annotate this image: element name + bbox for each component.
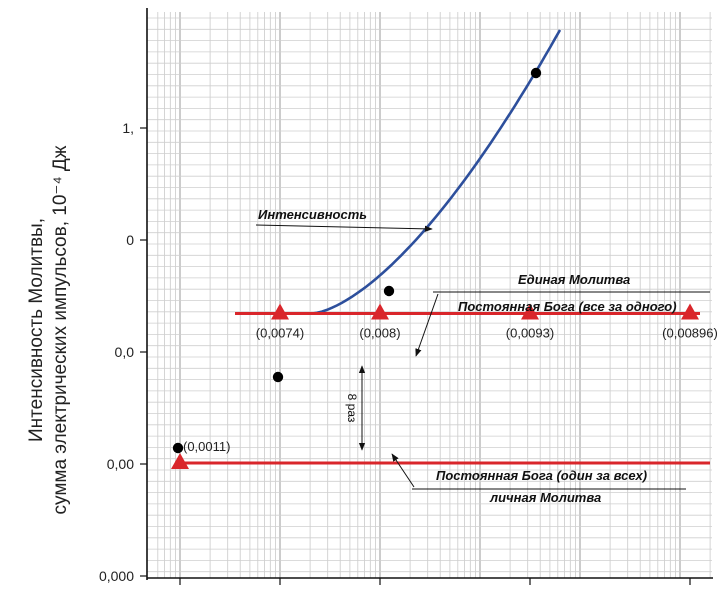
marker-layer — [171, 67, 699, 469]
point-label: (0,0093) — [506, 326, 554, 341]
grid — [147, 12, 712, 578]
annotation-ratio: 8 раз — [345, 394, 359, 423]
annotation-upper-line-1: Единая Молитва — [518, 272, 630, 287]
y-tick-label: 0,000 — [99, 568, 134, 584]
y-tick-label: 0,0 — [115, 344, 135, 360]
point-label: (0,0011) — [183, 439, 230, 454]
y-axis-label-line-1: Интенсивность Молитвы, — [26, 218, 47, 442]
y-tick-label: 1, — [122, 120, 134, 136]
annotation-intensity: Интенсивность — [258, 207, 367, 222]
y-tick-label: 0,00 — [107, 456, 134, 472]
constant-marker — [271, 303, 289, 320]
point-label: (0,0074) — [256, 326, 304, 341]
intensity-point — [172, 442, 184, 454]
annotation-lower-arrow — [391, 453, 415, 488]
series-layer — [175, 29, 710, 465]
intensity-point — [383, 285, 395, 297]
constant-marker — [371, 303, 389, 320]
y-tick-label: 0 — [126, 232, 134, 248]
point-label: (0,008) — [359, 326, 400, 341]
y-ticks: 1, 0 0,0 0,00 0,000 — [99, 120, 147, 584]
annotation-upper-line-2: Постоянная Бога (все за одного) — [458, 299, 677, 314]
intensity-point — [272, 371, 284, 383]
annotation-lower-line-1: Постоянная Бога (один за всех) — [436, 468, 647, 483]
constant-marker — [521, 303, 539, 320]
annotation-intensity-arrow — [255, 224, 433, 233]
annotation-upper-arrow — [415, 293, 439, 357]
constant-marker — [171, 453, 189, 469]
x-ticks — [179, 578, 691, 585]
point-label: (0,00896) — [662, 326, 718, 341]
intensity-curve — [311, 29, 562, 315]
y-axis-label-line-2: сумма электрических импульсов, 10⁻⁴ Дж — [50, 145, 71, 514]
constant-marker — [681, 303, 699, 320]
annotation-lower-line-2: личная Молитва — [489, 490, 601, 505]
point-labels: (0,0074) (0,008) (0,0093) (0,00896) (0,0011) — [183, 326, 718, 455]
intensity-point — [530, 67, 542, 79]
